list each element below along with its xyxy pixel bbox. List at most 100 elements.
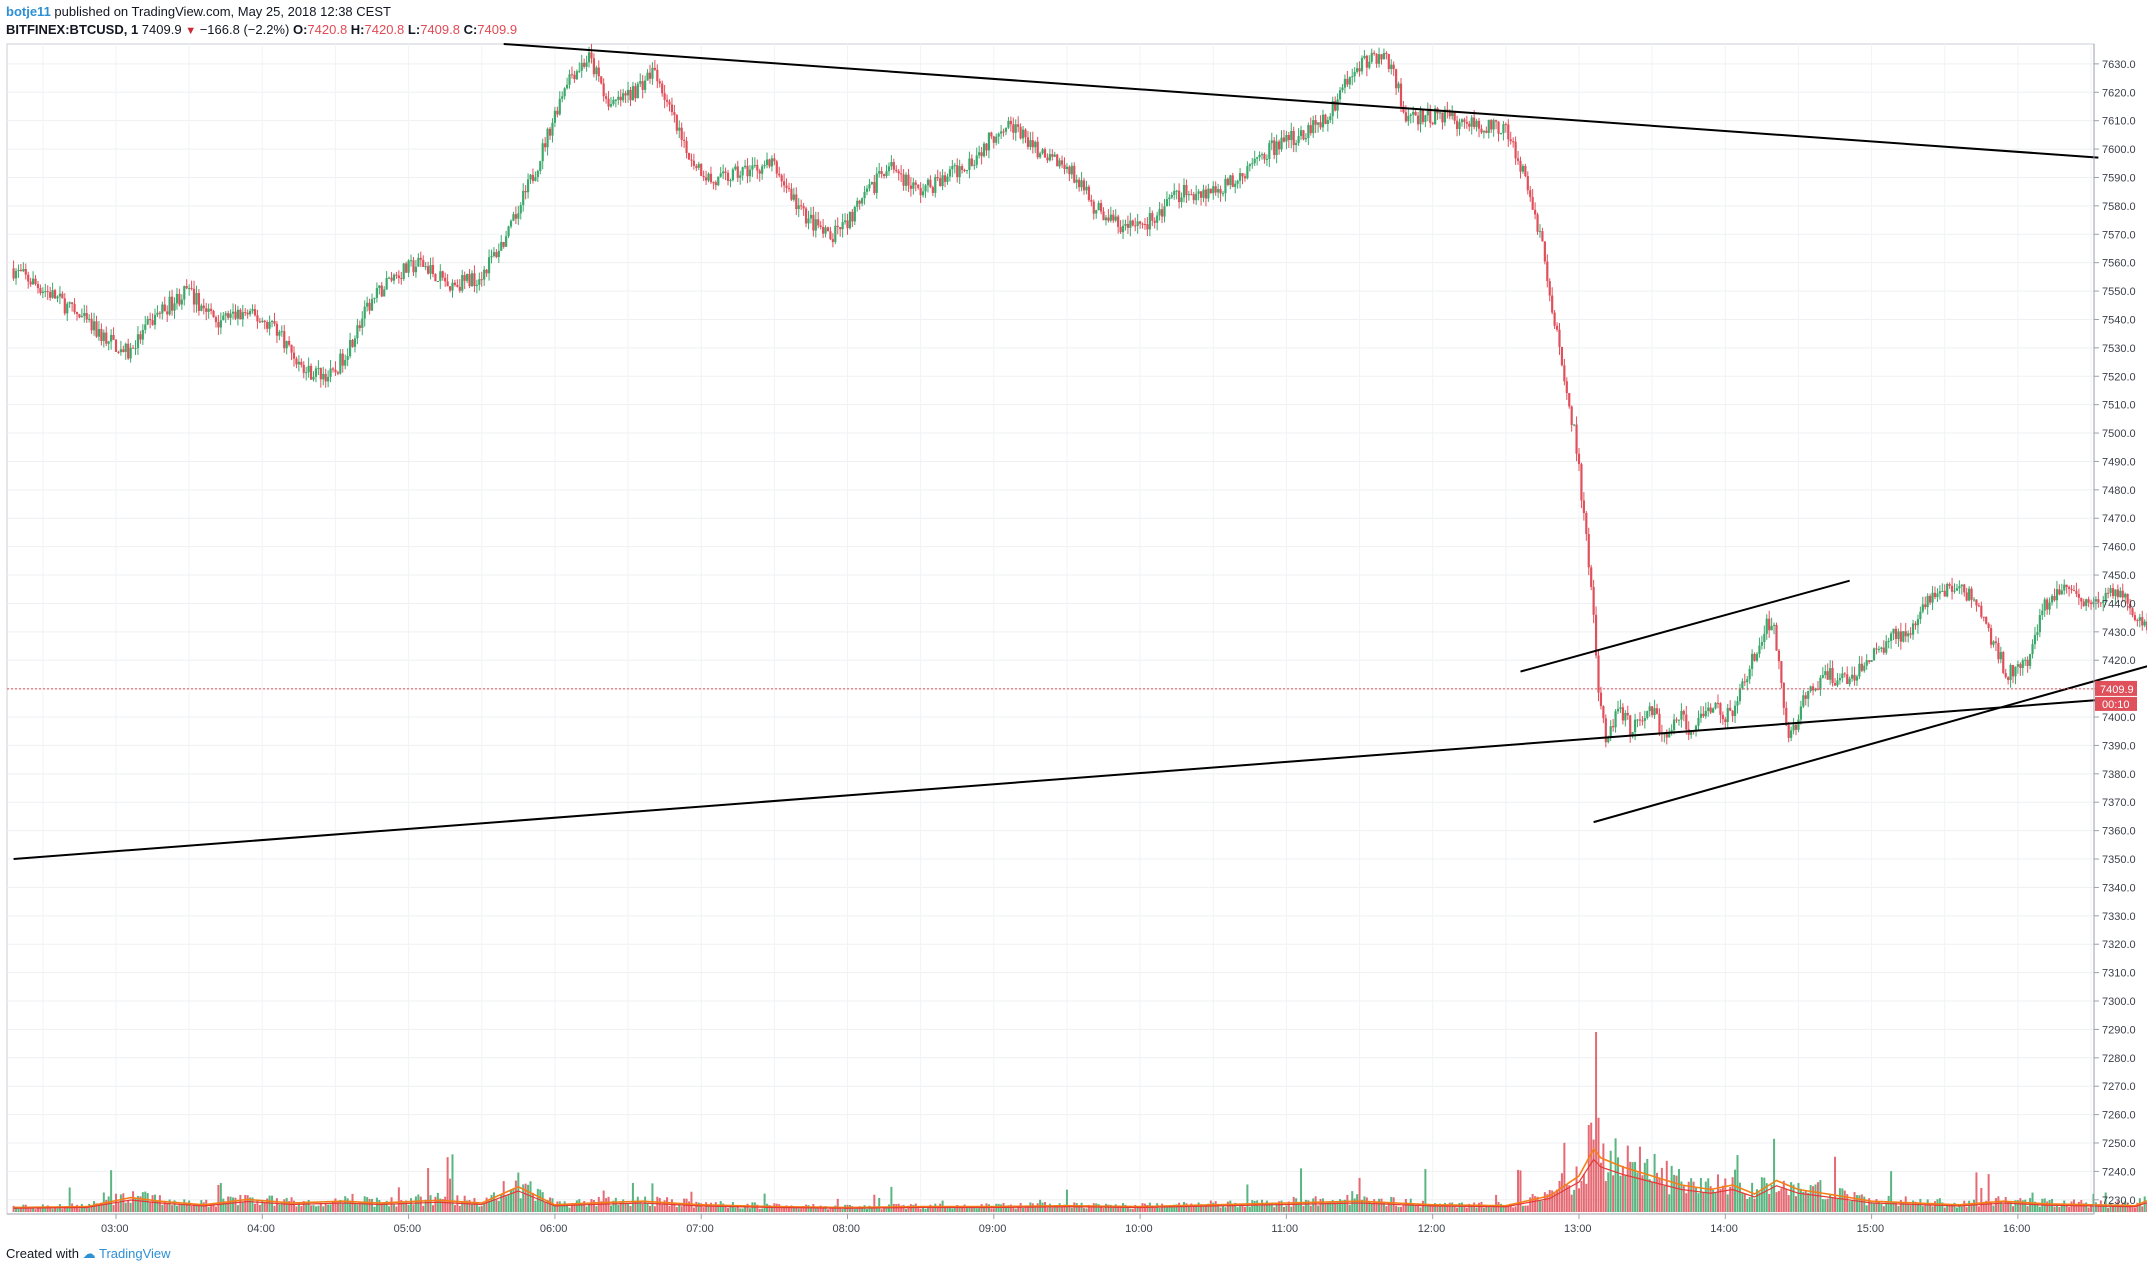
candle-body [1043, 149, 1047, 158]
candle-body [405, 263, 408, 273]
volume-bar [592, 1200, 595, 1212]
candle-body [1963, 584, 1966, 593]
symbol-info-bar: BITFINEX:BTCUSD, 1 7409.9 ▼ −166.8 (−2.2… [6, 22, 517, 37]
candle-body [1641, 720, 1644, 722]
candle-body [617, 96, 620, 100]
volume-bar [1602, 1143, 1605, 1212]
volume-bar [2082, 1203, 2085, 1212]
candle-body [263, 320, 266, 323]
volume-bar [1960, 1206, 1963, 1212]
candle-body [541, 143, 544, 162]
candle-body [224, 313, 227, 316]
volume-bar [792, 1207, 795, 1212]
volume-bar [1273, 1207, 1276, 1212]
volume-bar [214, 1206, 217, 1212]
y-tick-label: 7310.0 [2102, 968, 2136, 980]
volume-bar [1753, 1198, 1756, 1212]
volume-bar [210, 1204, 213, 1212]
y-tick-label: 7430.0 [2102, 627, 2136, 639]
volume-bar [1478, 1202, 1481, 1212]
volume-bar [1534, 1196, 1537, 1212]
candle-body [297, 361, 300, 365]
volume-bar [422, 1205, 425, 1212]
candle-body [487, 257, 491, 274]
candle-body [1156, 215, 1159, 223]
candle-body [1063, 164, 1066, 170]
volume-bar [919, 1208, 922, 1212]
volume-bar [1197, 1202, 1200, 1212]
candle-body [2041, 610, 2044, 616]
volume-bar [483, 1203, 486, 1212]
x-tick-label: 05:00 [394, 1223, 422, 1235]
candle-body [587, 52, 591, 63]
candle-body [1560, 346, 1564, 366]
candle-body [1977, 605, 1980, 607]
candle-body [1675, 719, 1678, 721]
volume-bar [444, 1196, 447, 1212]
candle-body [378, 285, 381, 289]
candle-body [185, 286, 188, 289]
candle-body [1026, 137, 1030, 147]
volume-bar [758, 1208, 761, 1212]
volume-bar [171, 1205, 174, 1212]
candle-body [197, 293, 201, 311]
volume-bar [1051, 1207, 1054, 1212]
x-tick-label: 06:00 [540, 1223, 568, 1235]
candle-body [1690, 730, 1693, 735]
volume-bar [953, 1206, 956, 1212]
candle-body [2065, 584, 2068, 588]
candle-body [912, 182, 915, 189]
candle-body [1073, 165, 1076, 183]
volume-bar [1124, 1204, 1127, 1212]
volume-bar [2021, 1200, 2024, 1212]
candle-body [1000, 131, 1003, 134]
candle-body [151, 320, 154, 325]
candle-body [1736, 701, 1739, 706]
low-label: L: [407, 22, 421, 37]
y-tick-label: 7380.0 [2102, 769, 2136, 781]
candle-body [1260, 154, 1264, 156]
candle-body [1473, 117, 1476, 128]
volume-bar [397, 1187, 400, 1212]
candle-body [856, 200, 859, 207]
volume-bar [134, 1197, 137, 1212]
volume-bar [1446, 1205, 1449, 1212]
volume-bar [531, 1192, 534, 1212]
volume-bar [1046, 1207, 1049, 1212]
candle-body [1416, 115, 1420, 125]
candle-body [266, 322, 269, 329]
volume-bar [544, 1201, 547, 1212]
volume-bar [229, 1196, 232, 1212]
volume-bar [527, 1184, 530, 1212]
candle-body [1672, 719, 1676, 730]
volume-bar [1875, 1199, 1878, 1212]
candle-body [1519, 160, 1522, 172]
volume-bar [1729, 1187, 1732, 1212]
volume-bar [1185, 1203, 1188, 1212]
volume-bar [512, 1188, 515, 1212]
volume-bar [424, 1199, 427, 1212]
candle-body [1989, 628, 1993, 645]
volume-bar [1382, 1201, 1385, 1212]
candle-body [1907, 633, 1910, 637]
candle-body [548, 128, 552, 136]
candle-body [1185, 184, 1188, 196]
candle-body [1726, 707, 1729, 723]
volume-bar [2036, 1202, 2039, 1212]
candle-body [1039, 153, 1042, 158]
candle-body [1909, 633, 1912, 635]
candle-body [1470, 117, 1473, 127]
candle-body [1107, 217, 1110, 221]
candle-body [1816, 688, 1820, 690]
candle-body [253, 309, 257, 316]
author-name[interactable]: botje11 [6, 4, 51, 19]
volume-bar [1968, 1200, 1971, 1212]
volume-bar [295, 1206, 298, 1212]
volume-bar [1324, 1203, 1327, 1212]
trendline-drawings[interactable] [13, 43, 2147, 861]
volume-bar [339, 1200, 342, 1212]
tradingview-brand[interactable]: TradingView [99, 1246, 171, 1261]
volume-bar [736, 1206, 739, 1212]
candle-body [817, 219, 820, 226]
